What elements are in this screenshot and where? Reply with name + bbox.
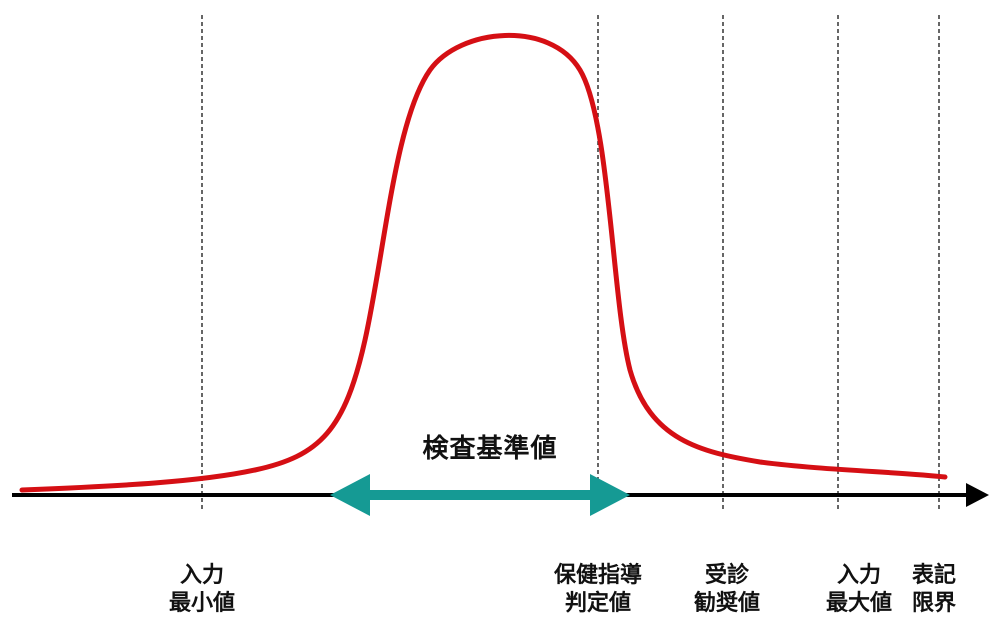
reference-range-label: 検査基準値 [422, 434, 558, 464]
range-arrow-right-head [590, 474, 630, 516]
marker-label-input-max: 入力 最大値 [794, 562, 924, 618]
x-axis-arrowhead [966, 483, 989, 507]
marker-label-line1: 保健指導 [553, 563, 642, 588]
marker-label-line1: 表記 [911, 563, 956, 588]
marker-label-line1: 入力 [179, 563, 224, 588]
marker-label-line2: 限界 [911, 591, 956, 616]
marker-label-line2: 最大値 [825, 591, 892, 616]
marker-label-line2: 判定値 [564, 591, 631, 616]
marker-label-line2: 勧奨値 [693, 591, 760, 616]
marker-label-line2: 最小値 [168, 591, 235, 616]
marker-label-display-limit: 表記 限界 [880, 562, 988, 618]
marker-label-line1: 受診 [704, 563, 749, 588]
range-arrow-left-head [330, 474, 370, 516]
marker-label-line1: 入力 [836, 563, 881, 588]
marker-label-input-min: 入力 最小値 [137, 562, 267, 618]
marker-label-health-guidance: 保健指導 判定値 [533, 562, 663, 618]
marker-label-consultation: 受診 勧奨値 [662, 562, 792, 618]
distribution-curve [19, 32, 948, 493]
